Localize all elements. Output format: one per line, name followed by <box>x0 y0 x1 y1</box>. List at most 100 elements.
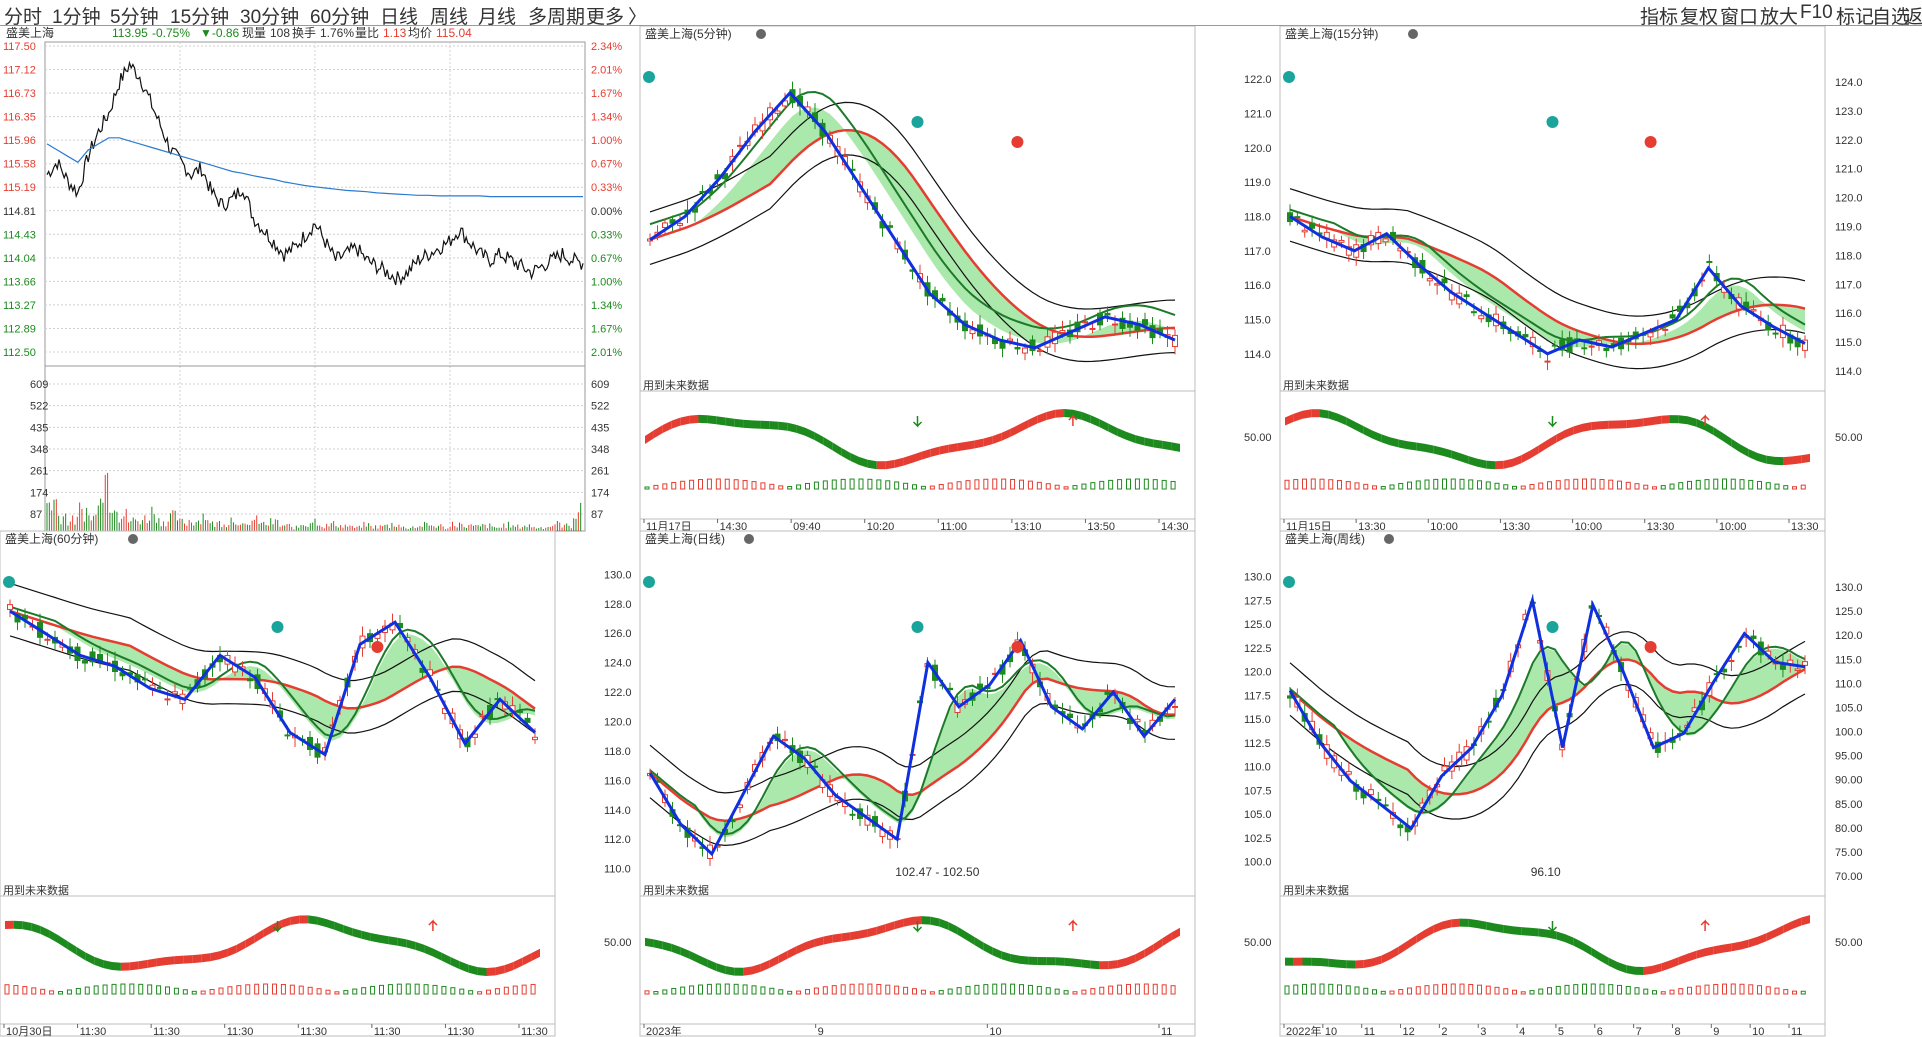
x-axis-tick: 11 <box>1364 1026 1375 1037</box>
x-axis-tick: 9 <box>818 1026 824 1037</box>
oscillator-band <box>1783 921 1793 933</box>
x-axis-tick: 11月15日 <box>1286 521 1332 533</box>
signal-down-icon <box>643 576 655 588</box>
oscillator-band <box>290 915 300 925</box>
histogram-bar <box>956 481 962 490</box>
oscillator-band <box>58 935 68 950</box>
candle-body <box>1301 229 1308 233</box>
y-axis-tick-right: 120.0 <box>1835 193 1863 205</box>
tab-1min[interactable]: 1分钟 <box>52 7 101 28</box>
percent-tick: 2.01% <box>591 65 622 77</box>
histogram-bar <box>689 985 695 995</box>
oscillator-band <box>805 427 815 440</box>
multi-period-chart-area[interactable]: 盛美上海 113.95 -0.75% ▼-0.86 现量 108 换手 1.76% 量比 1.13… <box>0 26 1922 1037</box>
histogram-bar <box>1328 479 1334 490</box>
histogram-bar <box>1054 988 1060 995</box>
tab-fenshi[interactable]: 分时 <box>4 7 43 28</box>
histogram-bar <box>1036 985 1042 995</box>
histogram-bar <box>1695 985 1701 995</box>
histogram-bar <box>1134 478 1140 490</box>
histogram-bar <box>1001 478 1007 490</box>
arrow-up-icon <box>428 919 438 931</box>
y-axis-tick-right: 75.00 <box>1835 847 1863 859</box>
oscillator-band <box>1591 421 1600 431</box>
tab-weekly[interactable]: 周线 <box>430 7 469 28</box>
arrow-up-icon <box>1700 414 1710 426</box>
oscillator-band <box>1320 958 1329 967</box>
y-axis-tick: 118.0 <box>1244 212 1271 224</box>
tab-15min[interactable]: 15分钟 <box>170 7 230 28</box>
arrow-down-icon <box>1547 416 1558 428</box>
oscillator-band <box>680 415 690 426</box>
more-arrow-icon[interactable]: 〉 <box>628 7 648 28</box>
histogram-bar <box>1293 479 1299 490</box>
price-tick: 115.96 <box>3 135 36 147</box>
adjust-button[interactable]: 复权 <box>1680 7 1719 28</box>
candle-body <box>1478 315 1485 320</box>
oscillator-band <box>698 414 708 424</box>
price-annotation: 96.10 <box>1531 865 1561 879</box>
candle-body <box>1551 344 1558 347</box>
candle-body <box>1794 668 1801 672</box>
histogram-bar <box>894 481 900 490</box>
oscillator-band <box>974 937 984 951</box>
histogram-bar <box>138 983 144 995</box>
back-button[interactable]: 返回 <box>1904 7 1922 28</box>
chevron-down-icon <box>1408 29 1418 39</box>
oscillator-band <box>1302 957 1312 966</box>
candle-body <box>524 717 531 723</box>
oscillator-band <box>1381 434 1390 446</box>
oscillator-band <box>13 920 23 930</box>
window-button[interactable]: 窗口 <box>1720 7 1759 28</box>
oscillator-band <box>1162 932 1172 947</box>
histogram-bar <box>724 983 730 995</box>
zigzag-line <box>648 637 1177 857</box>
histogram-bar <box>494 988 500 995</box>
oscillator-band <box>903 454 913 466</box>
histogram-bar <box>4 984 10 995</box>
oscillator-band <box>370 933 380 943</box>
y-axis-tick-right: 118.0 <box>1835 250 1862 262</box>
histogram-bar <box>379 984 384 995</box>
zoom-button[interactable]: 放大 <box>1760 7 1799 28</box>
watchlist-button[interactable]: 自选 <box>1872 7 1911 28</box>
oscillator-band <box>1320 409 1329 419</box>
histogram-bar <box>1090 482 1096 490</box>
oscillator-band <box>662 420 672 433</box>
oscillator-band <box>299 915 309 924</box>
tab-5min[interactable]: 5分钟 <box>110 7 159 28</box>
oscillator-band <box>1713 944 1723 955</box>
y-axis-tick: 117.0 <box>1244 246 1271 258</box>
histogram-bar <box>227 986 233 995</box>
f10-button[interactable]: F10 <box>1800 2 1833 23</box>
future-data-label: 用到未来数据 <box>1283 883 1349 897</box>
tab-30min[interactable]: 30分钟 <box>240 7 300 28</box>
histogram-bar <box>903 482 909 490</box>
mark-button[interactable]: 标记 <box>1836 7 1875 28</box>
tab-multi-period[interactable]: 多周期 <box>528 7 586 28</box>
histogram-bar <box>1126 983 1131 995</box>
tab-monthly[interactable]: 月线 <box>478 7 517 28</box>
oscillator-band <box>867 926 877 937</box>
candle-body <box>1037 349 1043 353</box>
histogram-bar <box>706 983 712 995</box>
histogram-bar <box>1599 478 1605 490</box>
oscillator-band <box>974 438 984 449</box>
oscillator-band <box>1381 951 1390 964</box>
indicator-button[interactable]: 指标 <box>1640 7 1679 28</box>
histogram-bar <box>352 988 358 995</box>
histogram-bar <box>715 983 721 995</box>
signal-down-icon <box>911 621 924 633</box>
tab-more[interactable]: 更多 <box>586 7 625 28</box>
histogram-bar <box>680 986 686 995</box>
oscillator-band <box>1328 958 1338 968</box>
tab-daily[interactable]: 日线 <box>380 7 419 28</box>
oscillator-band <box>1731 941 1740 952</box>
percent-tick: 1.67% <box>591 323 622 335</box>
histogram-bar <box>423 984 429 995</box>
tab-60min[interactable]: 60分钟 <box>310 7 370 28</box>
oscillator-band <box>743 419 752 429</box>
oscillator-band <box>1512 455 1522 467</box>
last-price: 113.95 <box>112 26 148 40</box>
oscillator-band <box>966 440 975 450</box>
